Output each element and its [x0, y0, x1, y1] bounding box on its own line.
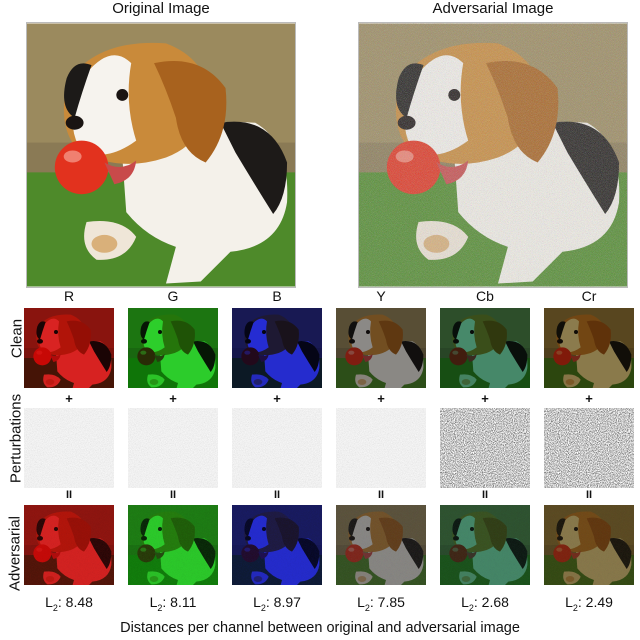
row-label-perturbations: Perturbations [7, 393, 25, 484]
equals-operator-cb: II [481, 489, 489, 501]
channel-header-b: B [272, 288, 282, 304]
l2-subscript: 2 [468, 602, 474, 613]
clean-tile-r [24, 308, 114, 388]
l2-subscript: 2 [157, 602, 163, 613]
l2-prefix: L [461, 594, 469, 610]
equals-operator-y: II [377, 489, 385, 501]
l2-prefix: L [357, 594, 365, 610]
row-label-clean: Clean [8, 318, 26, 359]
clean-tile-g [128, 308, 218, 388]
equals-operator-cr: II [585, 489, 593, 501]
plus-operator-g: + [169, 391, 177, 406]
plus-operator-r: + [65, 391, 73, 406]
l2-distance-cb: L2: 2.68 [440, 594, 530, 613]
plus-operator-y: + [377, 391, 385, 406]
l2-distance-b: L2: 8.97 [232, 594, 322, 613]
plus-operator-cr: + [585, 391, 593, 406]
plus-operator-cb: + [481, 391, 489, 406]
equals-operator-b: II [273, 489, 281, 501]
clean-tile-y [336, 308, 426, 388]
l2-subscript: 2 [572, 602, 578, 613]
adversarial-tile-cb [440, 505, 530, 585]
l2-subscript: 2 [52, 602, 58, 613]
l2-subscript: 2 [260, 602, 266, 613]
perturbation-tile-cb [440, 408, 530, 488]
adversarial-image [358, 22, 628, 288]
l2-value: : 8.11 [162, 594, 197, 610]
channel-header-cb: Cb [476, 288, 494, 304]
perturbation-tile-cr [544, 408, 634, 488]
figure-caption: Distances per channel between original a… [120, 620, 520, 636]
perturbation-tile-b [232, 408, 322, 488]
l2-value: : 8.97 [265, 594, 301, 610]
adversarial-tile-y [336, 505, 426, 585]
clean-tile-b [232, 308, 322, 388]
l2-prefix: L [253, 594, 261, 610]
perturbation-tile-y [336, 408, 426, 488]
plus-operator-b: + [273, 391, 281, 406]
row-label-adversarial: Adversarial [6, 515, 24, 592]
l2-value: : 2.49 [577, 594, 613, 610]
l2-distance-y: L2: 7.85 [336, 594, 426, 613]
l2-subscript: 2 [364, 602, 370, 613]
channel-header-r: R [63, 288, 75, 304]
original-image [26, 22, 296, 288]
adversarial-tile-r [24, 505, 114, 585]
clean-tile-cr [544, 308, 634, 388]
l2-value: : 7.85 [369, 594, 405, 610]
channel-header-g: G [167, 288, 179, 304]
l2-prefix: L [149, 594, 158, 610]
l2-value: : 8.48 [57, 594, 93, 610]
perturbation-tile-g [128, 408, 218, 488]
channel-header-cr: Cr [581, 288, 597, 304]
adversarial-tile-b [232, 505, 322, 585]
equals-operator-r: II [65, 489, 73, 501]
l2-prefix: L [45, 594, 53, 610]
adversarial-tile-cr [544, 505, 634, 585]
l2-prefix: L [565, 594, 573, 610]
adversarial-image-title: Adversarial Image [432, 0, 554, 17]
original-image-title: Original Image [112, 0, 210, 17]
channel-header-y: Y [376, 288, 386, 304]
equals-operator-g: II [169, 489, 177, 501]
adversarial-tile-g [128, 505, 218, 585]
clean-tile-cb [440, 308, 530, 388]
perturbation-tile-r [24, 408, 114, 488]
l2-distance-g: L2: 8.11 [128, 594, 218, 613]
l2-distance-cr: L2: 2.49 [544, 594, 634, 613]
l2-distance-r: L2: 8.48 [24, 594, 114, 613]
l2-value: : 2.68 [473, 594, 509, 610]
